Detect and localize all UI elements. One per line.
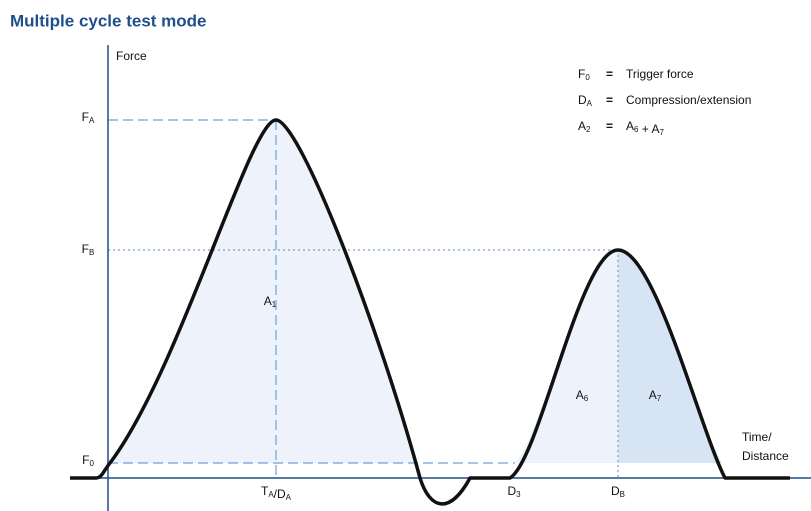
area-a1 (110, 120, 415, 463)
x-label: DB (611, 484, 625, 499)
area-label-main: A (576, 388, 584, 402)
x-label-sub: A (286, 493, 292, 502)
legend-term: F0 (578, 67, 590, 82)
y-label-main: F (82, 110, 89, 124)
legend-definition-main: Trigger force (626, 67, 694, 81)
area-label-sub: 6 (584, 394, 589, 403)
x-label-main: D (507, 484, 516, 498)
legend-term-main: A (578, 119, 586, 133)
x-label-main: T (261, 484, 269, 498)
legend-sep: = (606, 93, 613, 107)
legend-definition: Compression/extension (626, 93, 751, 107)
legend-term-sub: 2 (586, 125, 591, 134)
legend-term-main: D (578, 93, 587, 107)
legend-definition-main: Compression/extension (626, 93, 751, 107)
y-label-sub: A (89, 116, 95, 125)
legend-definition-main: + A (638, 122, 659, 136)
area-a7 (618, 250, 722, 463)
y-label: FA (82, 110, 95, 125)
area-label-main: A (649, 388, 657, 402)
area-label-sub: 7 (657, 394, 662, 403)
legend-sep: = (606, 119, 613, 133)
legend-definition: Trigger force (626, 67, 694, 81)
x-axis-label: Time/ (742, 430, 772, 444)
y-label-main: F (82, 242, 89, 256)
y-label: FB (82, 242, 95, 257)
legend-definition-main: A (626, 119, 634, 133)
legend-definition-sub: 7 (660, 128, 665, 137)
y-label-sub: 0 (89, 459, 94, 468)
area-label-main: A (264, 294, 272, 308)
legend-sep: = (606, 67, 613, 81)
x-label: TA/DA (261, 484, 292, 502)
legend-definition: A6 + A7 (626, 119, 665, 137)
x-label-sub: 3 (516, 490, 521, 499)
title: Multiple cycle test mode (10, 11, 207, 30)
area-label-sub: 1 (272, 300, 277, 309)
legend-term: DA (578, 93, 593, 108)
area-a6 (515, 250, 618, 463)
x-label-main: /D (274, 487, 286, 501)
legend-term-main: F (578, 67, 585, 81)
y-label-main: F (82, 453, 89, 467)
area-label: A6 (576, 388, 589, 403)
area-label: A1 (264, 294, 277, 309)
y-axis-label: Force (116, 49, 147, 63)
force-curve (70, 118, 790, 506)
x-label-main: D (611, 484, 620, 498)
legend-term-sub: A (587, 99, 593, 108)
x-label: D3 (507, 484, 521, 499)
legend-term-sub: 0 (585, 73, 590, 82)
y-label-sub: B (89, 248, 94, 257)
legend-term: A2 (578, 119, 591, 134)
area-label: A7 (649, 388, 662, 403)
x-axis-label: Distance (742, 449, 789, 463)
legend-definition-sub: 6 (634, 125, 639, 134)
y-label: F0 (82, 453, 94, 468)
x-label-sub: A (268, 490, 274, 499)
x-label-sub: B (620, 490, 625, 499)
